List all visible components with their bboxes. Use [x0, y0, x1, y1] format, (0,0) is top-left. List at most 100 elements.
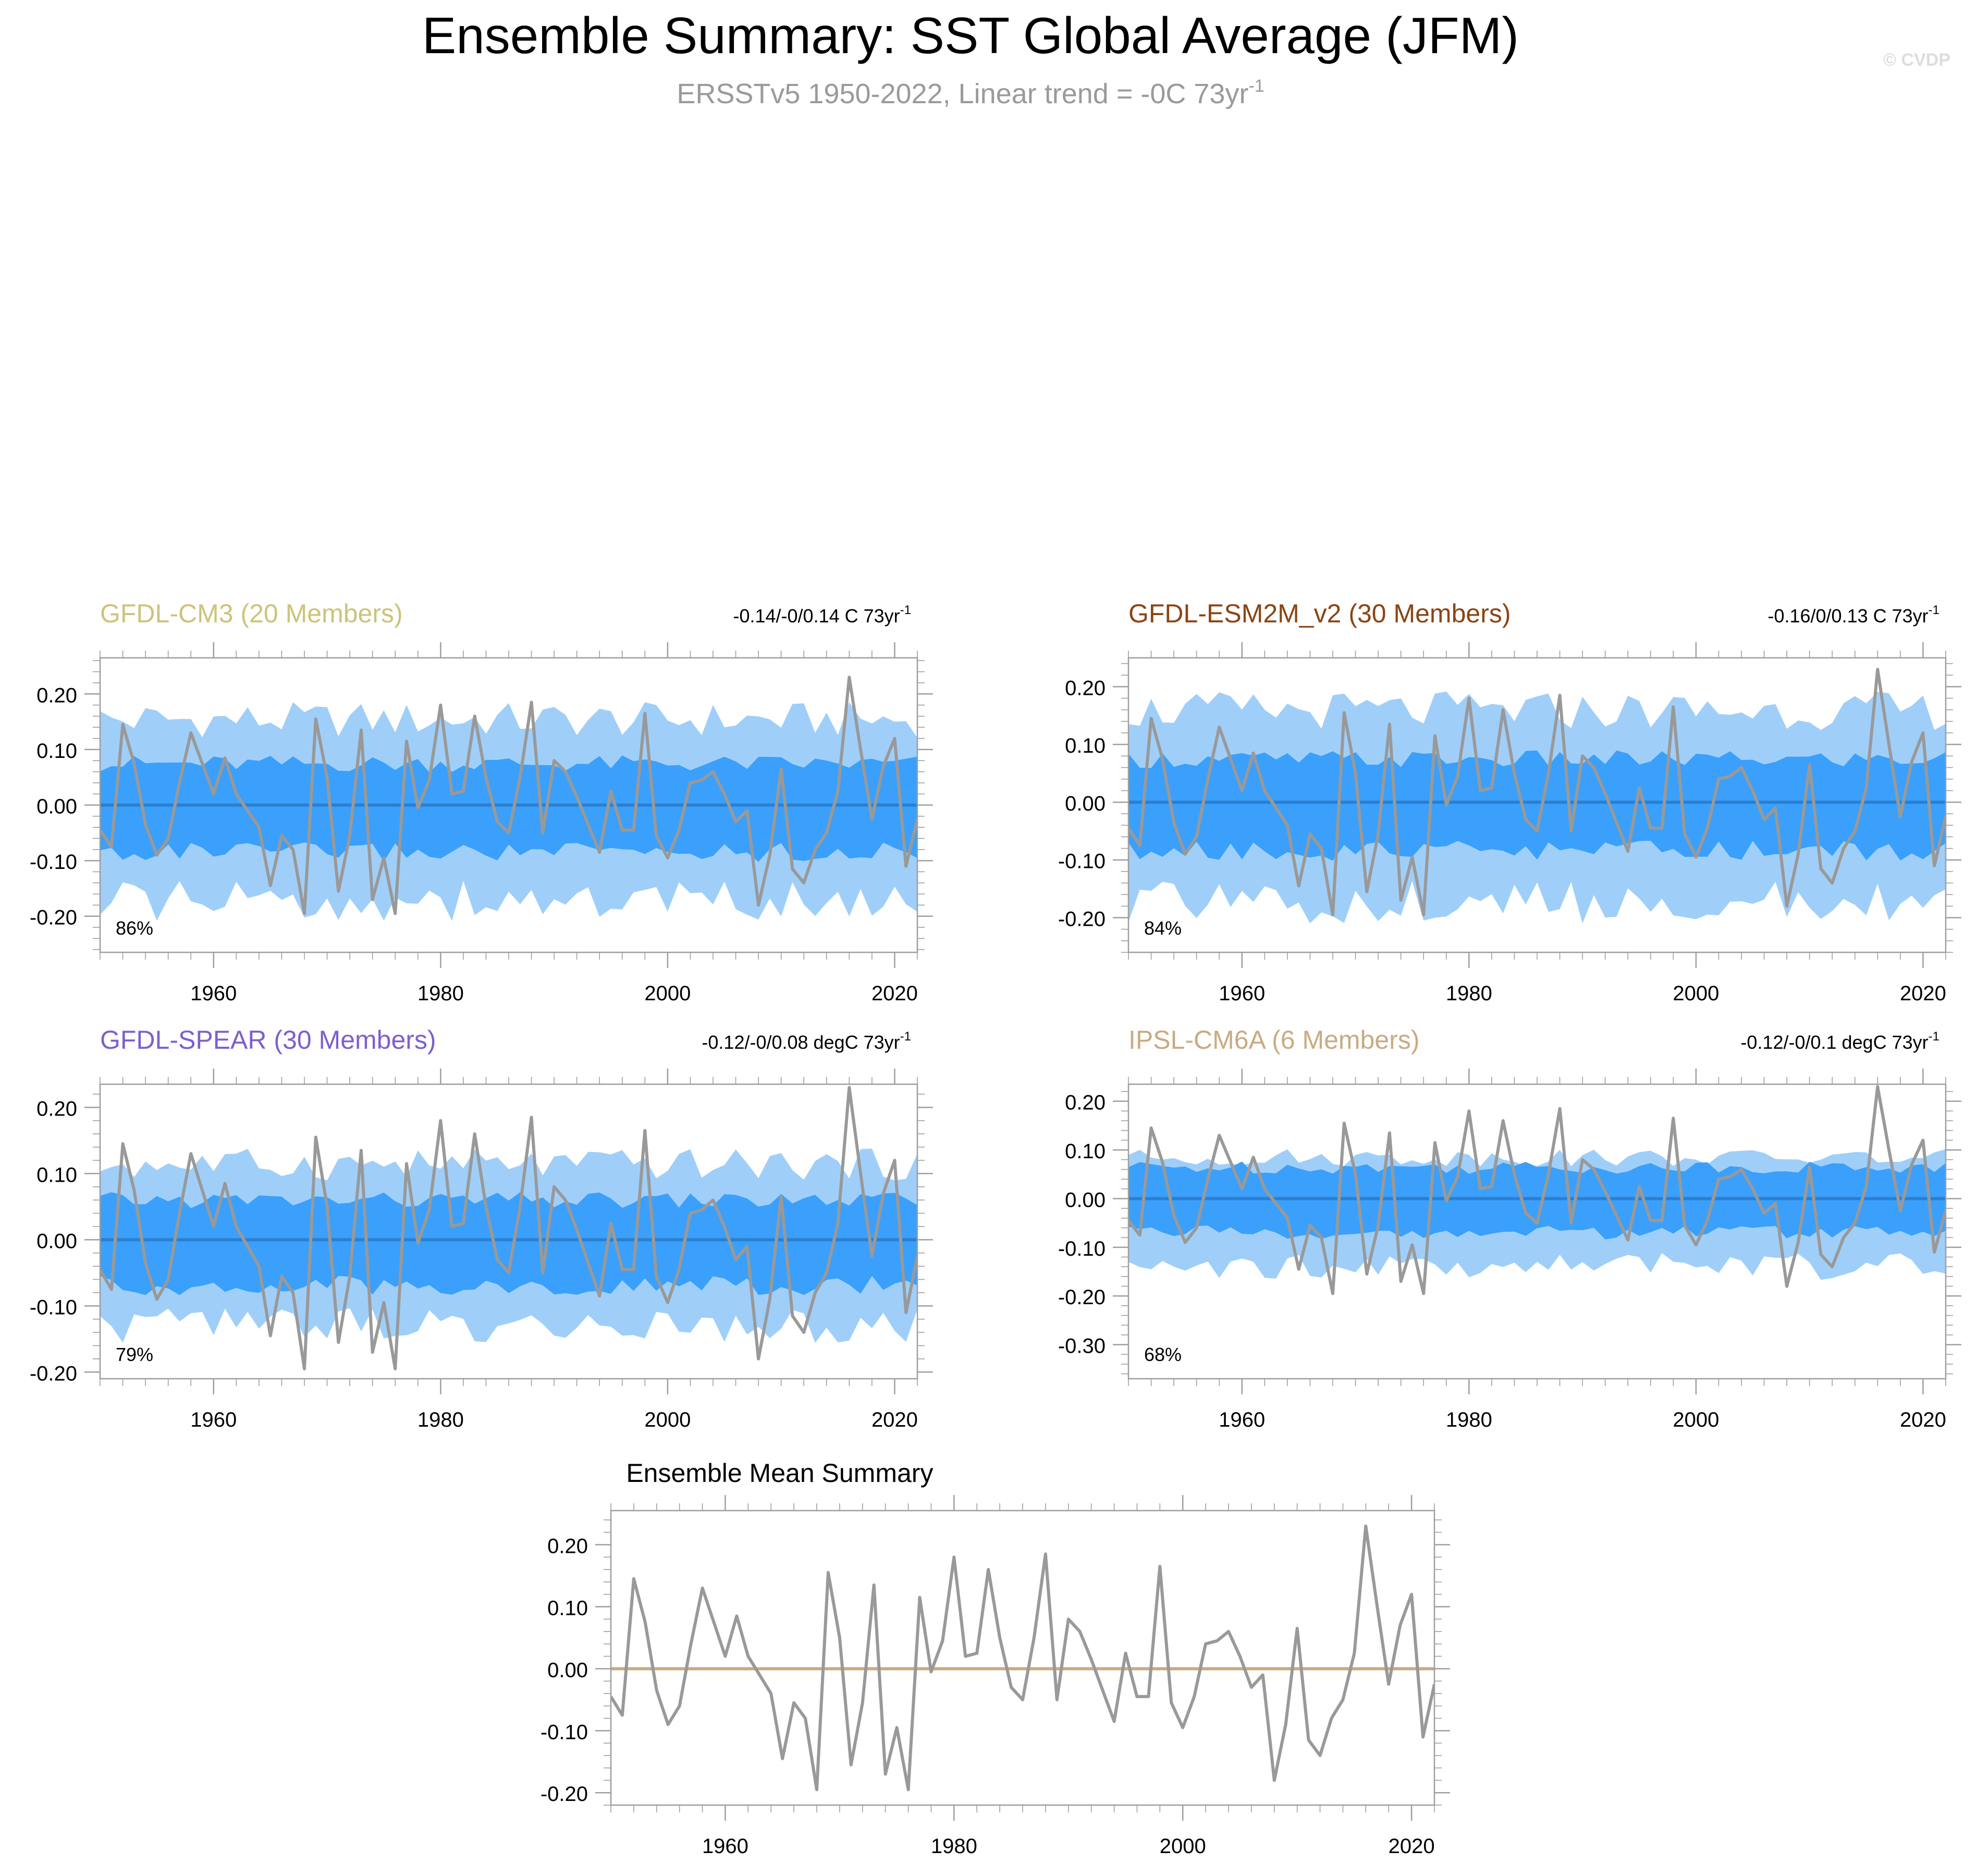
figure-subtitle-main: ERSSTv5 1950-2022, Linear trend = -0C 73… — [677, 78, 1248, 109]
x-tick-label: 2020 — [871, 1408, 918, 1431]
panel-model-title: GFDL-CM3 (20 Members) — [100, 599, 403, 628]
y-tick-label: -0.20 — [1058, 908, 1106, 931]
inner-spread-band — [1128, 1161, 1946, 1240]
panel-trend-label: -0.12/-0/0.1 degC 73yr-1 — [1740, 1029, 1939, 1053]
inner-spread-band — [1128, 750, 1946, 861]
y-tick-label: -0.10 — [541, 1721, 588, 1744]
y-tick-label: -0.30 — [1058, 1335, 1106, 1358]
panel-trend-main: -0.16/0/0.13 C 73yr — [1767, 605, 1928, 627]
x-tick-label: 1960 — [1219, 982, 1265, 1005]
observed-series-line — [1128, 1085, 1946, 1295]
panel-percent-label: 68% — [1144, 1344, 1182, 1365]
y-tick-label: 0.20 — [1065, 1092, 1106, 1114]
panel-trend-main: -0.12/-0/0.1 degC 73yr — [1740, 1032, 1928, 1053]
plot-content — [611, 1524, 1434, 1792]
x-tick-label: 2020 — [1900, 982, 1946, 1005]
inner-spread-band — [100, 1192, 917, 1295]
panel-model-title: GFDL-ESM2M_v2 (30 Members) — [1128, 599, 1511, 628]
plot-content — [1128, 668, 1946, 924]
x-tick-label: 2000 — [644, 982, 691, 1005]
panel-trend-label: -0.14/-0/0.14 C 73yr-1 — [733, 603, 911, 627]
observed-series-line — [1128, 668, 1946, 916]
x-axis: 1960 1980 2000 2020 — [100, 642, 918, 1005]
y-tick-label: -0.10 — [30, 1296, 77, 1319]
x-tick-label: 2000 — [1673, 1408, 1719, 1431]
observed-series-line — [100, 676, 917, 915]
figure-subtitle: ERSSTv5 1950-2022, Linear trend = -0C 73… — [677, 76, 1264, 109]
panel-model-title: IPSL-CM6A (6 Members) — [1128, 1025, 1419, 1055]
y-tick-label: 0.00 — [36, 1230, 77, 1253]
panel-percent-label: 79% — [116, 1344, 153, 1365]
y-axis: -0.20 -0.10 0.00 0.10 0.20 — [541, 1519, 1450, 1806]
panel-gfdl-cm3: -0.20 -0.10 0.00 0.10 0.20 1960 1980 2000 2020 GF… — [30, 599, 933, 1005]
y-tick-label: 0.00 — [547, 1659, 588, 1682]
panel-trend-exponent: -1 — [1929, 1029, 1939, 1044]
summary-title: Ensemble Mean Summary — [626, 1458, 933, 1488]
plot-area — [611, 1511, 1434, 1805]
x-tick-label: 1980 — [931, 1835, 977, 1858]
x-tick-label: 2020 — [1900, 1408, 1946, 1431]
y-tick-label: -0.20 — [1058, 1286, 1106, 1309]
x-tick-label: 1980 — [417, 982, 464, 1005]
inner-spread-band — [100, 755, 917, 862]
panel-ipsl-cm6a: -0.30 -0.20 -0.10 0.00 0.10 0.20 1960 1980 2000 2… — [1058, 1025, 1961, 1431]
y-tick-label: 0.00 — [36, 795, 77, 818]
x-tick-label: 1980 — [417, 1408, 464, 1431]
y-tick-label: 0.20 — [1065, 677, 1106, 700]
y-tick-label: 0.10 — [36, 1163, 77, 1186]
y-tick-label: 0.10 — [1065, 1140, 1106, 1163]
y-tick-label: -0.20 — [30, 1362, 77, 1385]
y-tick-label: -0.10 — [30, 851, 77, 874]
y-tick-label: 0.10 — [1065, 734, 1106, 757]
plot-content — [100, 1086, 917, 1370]
cvdp-watermark: © CVDP — [1883, 50, 1950, 70]
panel-model-title: GFDL-SPEAR (30 Members) — [100, 1025, 436, 1055]
figure-subtitle-exponent: -1 — [1248, 76, 1264, 96]
y-tick-label: -0.20 — [541, 1783, 588, 1806]
y-tick-label: 0.20 — [547, 1535, 588, 1558]
panel-percent-label: 86% — [116, 917, 153, 939]
figure-title: Ensemble Summary: SST Global Average (JF… — [422, 7, 1519, 64]
panel-gfdl-esm2m-v2: -0.20 -0.10 0.00 0.10 0.20 1960 1980 2000 2020 GF… — [1058, 599, 1961, 1005]
y-tick-label: -0.20 — [30, 906, 77, 929]
y-tick-label: -0.10 — [1058, 1237, 1106, 1260]
y-tick-label: -0.10 — [1058, 850, 1106, 873]
plot-content — [100, 676, 917, 921]
y-axis: -0.20 -0.10 0.00 0.10 0.20 — [30, 660, 933, 950]
panel-trend-main: -0.14/-0/0.14 C 73yr — [733, 605, 900, 627]
panel-percent-label: 84% — [1144, 917, 1182, 939]
y-tick-label: 0.10 — [36, 740, 77, 763]
panel-ensemble-mean-summary: -0.20 -0.10 0.00 0.10 0.20 1960 1980 2000 2020 En… — [541, 1458, 1450, 1858]
x-axis: 1960 1980 2000 2020 — [610, 1495, 1435, 1858]
y-tick-label: 0.10 — [547, 1597, 588, 1620]
y-axis: -0.30 -0.20 -0.10 0.00 0.10 0.20 — [1058, 1091, 1961, 1375]
panel-trend-main: -0.12/-0/0.08 degC 73yr — [702, 1032, 900, 1053]
x-axis: 1960 1980 2000 2020 — [100, 1069, 918, 1431]
y-tick-label: 0.20 — [36, 1097, 77, 1120]
panel-trend-exponent: -1 — [1929, 603, 1939, 617]
y-axis: -0.20 -0.10 0.00 0.10 0.20 — [1058, 663, 1961, 953]
observed-series-line — [611, 1524, 1434, 1792]
panel-trend-label: -0.16/0/0.13 C 73yr-1 — [1767, 603, 1939, 627]
x-axis: 1960 1980 2000 2020 — [1128, 1069, 1946, 1431]
x-tick-label: 2020 — [871, 982, 918, 1005]
x-tick-label: 1960 — [702, 1835, 748, 1858]
x-tick-label: 1960 — [1219, 1408, 1265, 1431]
x-tick-label: 1980 — [1446, 1408, 1492, 1431]
x-tick-label: 1960 — [190, 982, 237, 1005]
panel-trend-exponent: -1 — [900, 603, 911, 617]
x-axis: 1960 1980 2000 2020 — [1128, 642, 1946, 1005]
panel-trend-label: -0.12/-0/0.08 degC 73yr-1 — [702, 1029, 911, 1053]
x-tick-label: 1980 — [1446, 982, 1492, 1005]
y-tick-label: 0.00 — [1065, 792, 1106, 815]
y-axis: -0.20 -0.10 0.00 0.10 0.20 — [30, 1094, 933, 1385]
y-tick-label: 0.20 — [36, 684, 77, 707]
x-tick-label: 2000 — [1160, 1835, 1206, 1858]
plot-content — [1128, 1085, 1946, 1295]
panel-trend-exponent: -1 — [900, 1029, 911, 1044]
observed-series-line — [100, 1086, 917, 1370]
x-tick-label: 2000 — [1673, 982, 1719, 1005]
panel-gfdl-spear: -0.20 -0.10 0.00 0.10 0.20 1960 1980 2000 2020 GF… — [30, 1025, 933, 1431]
x-tick-label: 2000 — [644, 1408, 691, 1431]
